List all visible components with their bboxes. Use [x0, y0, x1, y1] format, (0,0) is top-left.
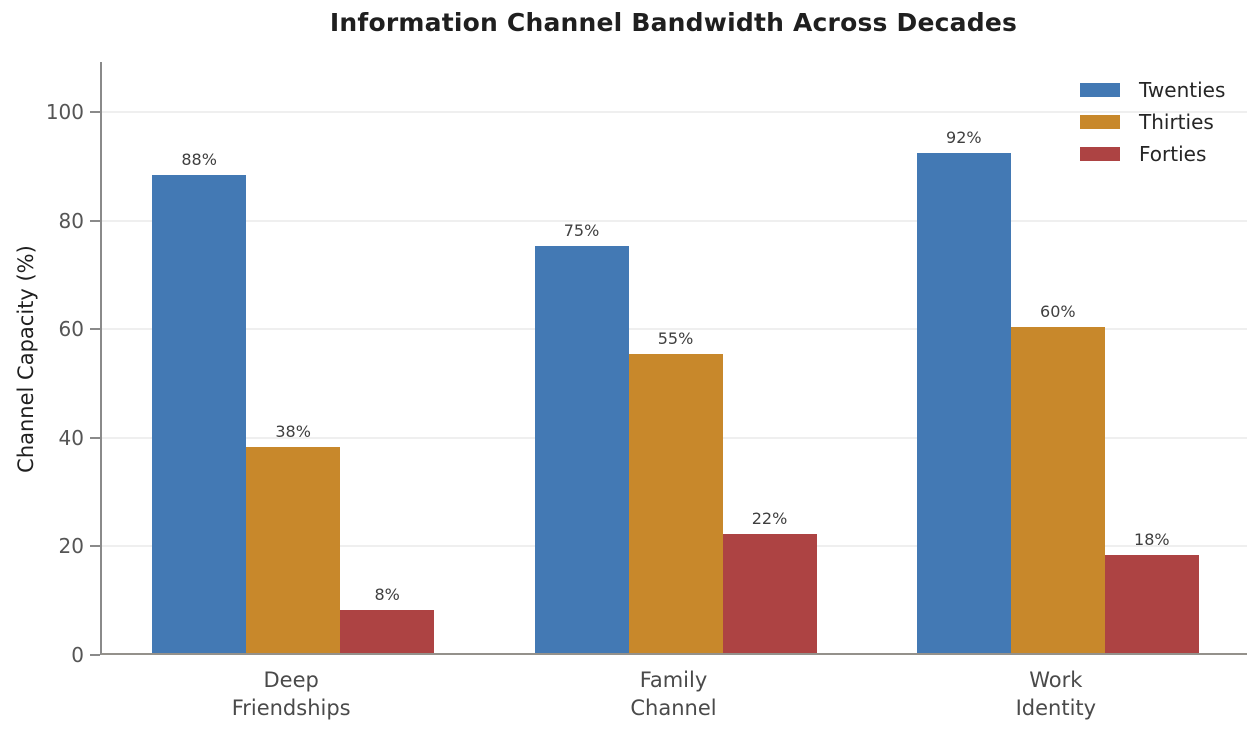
bar-value-label: 75% [563, 220, 600, 240]
gridline-80 [102, 219, 1247, 222]
gridline-60 [102, 328, 1247, 331]
bar-thirties-1 [628, 354, 723, 653]
gridline-100 [102, 111, 1247, 113]
y-tick-label-100: 100 [45, 100, 84, 124]
bar-value-label: 8% [374, 584, 400, 604]
y-tick-label-60: 60 [58, 317, 84, 342]
y-tick-label-0: 0 [71, 643, 84, 667]
y-tick-mark-0 [90, 654, 100, 656]
x-tick-label-line: Friendships [231, 696, 351, 720]
y-tick-label-80: 80 [58, 208, 84, 233]
legend-label: Forties [1139, 142, 1207, 166]
x-tick-label-line: Family [639, 668, 708, 692]
x-tick-label-0: Deep Friendships [101, 666, 481, 722]
plot-area: 88% 38% 8% 75% 55% 22% 92% 60% 18% [100, 62, 1247, 655]
y-tick-label-40: 40 [58, 425, 84, 450]
legend-item-thirties: Thirties [1080, 106, 1225, 138]
x-tick-label-line: Deep [263, 668, 319, 692]
bar-forties-2 [1104, 555, 1199, 653]
legend-label: Thirties [1139, 110, 1214, 134]
y-tick-label-20: 20 [58, 534, 84, 559]
bar-value-label: 88% [181, 150, 217, 170]
bar-value-label: 18% [1134, 530, 1170, 550]
x-tick-label-line: Channel [630, 696, 717, 720]
bar-value-label: 55% [657, 329, 694, 349]
bar-value-label: 38% [275, 421, 311, 441]
legend-swatch-thirties [1080, 115, 1120, 129]
y-tick-mark-80 [90, 219, 100, 222]
legend-item-forties: Forties [1080, 138, 1225, 170]
x-tick-label-line: Identity [1015, 696, 1097, 720]
y-tick-mark-20 [90, 545, 100, 548]
x-tick-label-1: Family Channel [484, 666, 864, 722]
chart-title: Information Channel Bandwidth Across Dec… [329, 8, 1018, 37]
bar-value-label: 92% [946, 128, 982, 148]
legend-swatch-twenties [1080, 83, 1120, 97]
y-tick-mark-100 [90, 111, 100, 113]
y-tick-mark-60 [90, 328, 100, 331]
x-tick-label-line: Work [1029, 668, 1083, 692]
y-tick-mark-40 [90, 436, 100, 439]
legend: Twenties Thirties Forties [1080, 74, 1225, 170]
bar-forties-0 [340, 609, 435, 653]
bar-twenties-2 [916, 153, 1011, 653]
legend-label: Twenties [1139, 78, 1226, 102]
bar-thirties-0 [246, 446, 341, 653]
legend-swatch-forties [1080, 147, 1120, 161]
bar-forties-1 [722, 533, 817, 653]
bar-value-label: 60% [1040, 302, 1076, 322]
bar-thirties-2 [1010, 327, 1105, 653]
bar-twenties-1 [534, 245, 629, 653]
bar-twenties-0 [152, 175, 247, 653]
legend-item-twenties: Twenties [1080, 74, 1225, 106]
bar-value-label: 22% [751, 508, 788, 528]
x-tick-label-2: Work Identity [866, 666, 1246, 722]
